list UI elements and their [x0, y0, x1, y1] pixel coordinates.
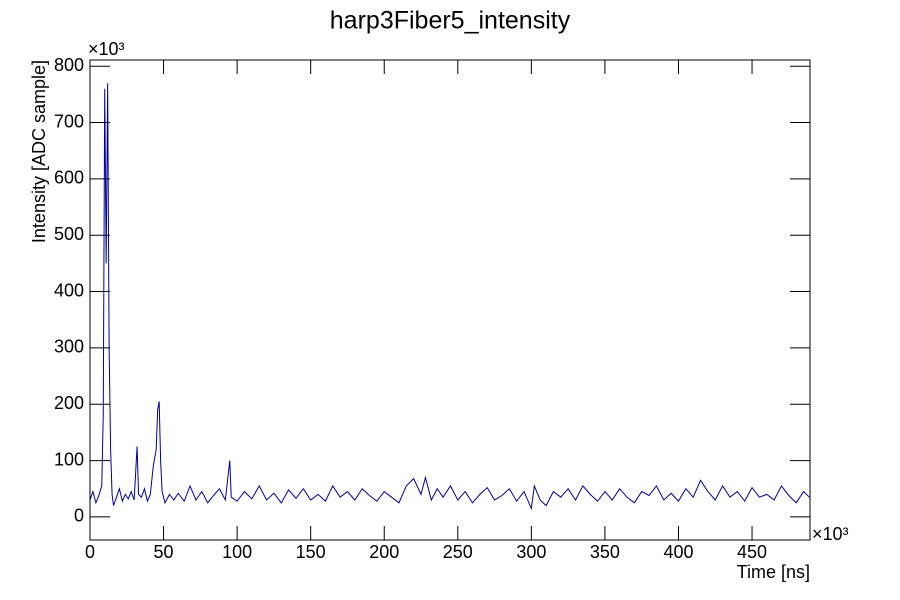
y-tick-label: 600: [54, 168, 84, 188]
x-tick-label: 200: [369, 542, 399, 562]
x-tick-label: 400: [663, 542, 693, 562]
y-tick-label: 800: [54, 55, 84, 75]
x-tick-label: 250: [443, 542, 473, 562]
y-exponent: ×10³: [88, 39, 125, 59]
y-tick-label: 200: [54, 393, 84, 413]
x-tick-label: 350: [590, 542, 620, 562]
plot-frame: [89, 59, 811, 541]
x-axis-label: Time [ns]: [737, 562, 810, 582]
trace: [89, 83, 810, 511]
x-tick-label: 100: [222, 542, 252, 562]
y-tick-label: 700: [54, 111, 84, 131]
y-tick-label: 500: [54, 224, 84, 244]
y-tick-label: 0: [74, 506, 84, 526]
x-tick-label: 50: [154, 542, 174, 562]
x-exponent: ×10³: [812, 524, 849, 544]
x-tick-label: 300: [516, 542, 546, 562]
y-axis-label: Intensity [ADC sample]: [29, 60, 49, 243]
chart-title: harp3Fiber5_intensity: [330, 7, 571, 35]
y-tick-label: 400: [54, 280, 84, 300]
y-tick-label: 300: [54, 337, 84, 357]
x-tick-label: 0: [85, 542, 95, 562]
y-tick-label: 100: [54, 449, 84, 469]
x-tick-label: 450: [737, 542, 767, 562]
x-tick-label: 150: [296, 542, 326, 562]
